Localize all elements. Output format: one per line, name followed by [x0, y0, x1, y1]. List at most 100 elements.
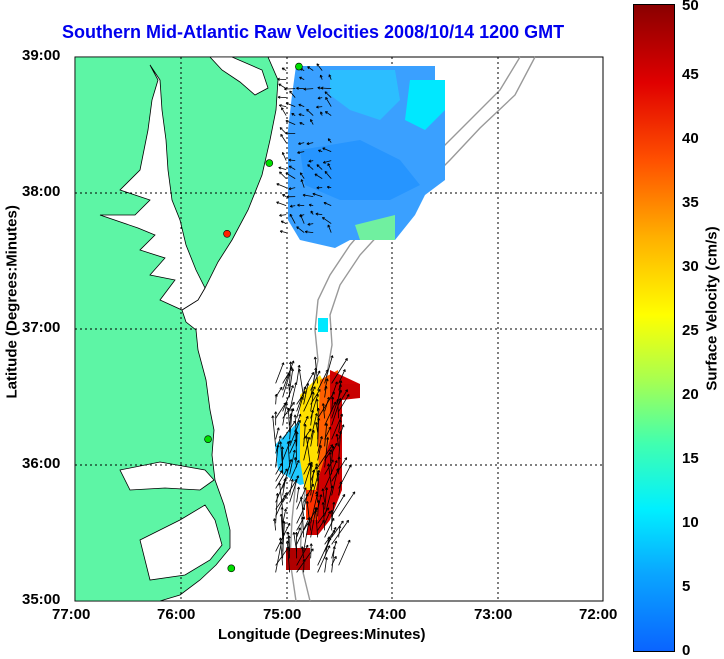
velocity-arrowhead	[332, 355, 334, 359]
velocity-arrow	[301, 546, 305, 559]
velocity-arrowhead	[278, 427, 280, 431]
velocity-arrow	[280, 220, 287, 224]
velocity-arrow	[321, 87, 332, 89]
colorbar-tick: 25	[682, 322, 699, 339]
velocity-arrow	[317, 537, 332, 566]
velocity-arrow	[275, 470, 283, 482]
colorbar-tick: 15	[682, 450, 699, 467]
velocity-arrowhead	[316, 63, 320, 66]
colorbar-tick: 50	[682, 0, 699, 14]
radar-stations	[204, 62, 303, 573]
velocity-arrow	[324, 91, 332, 98]
x-tick-label: 74:00	[368, 606, 407, 623]
velocity-arrow	[310, 413, 318, 440]
velocity-arrowhead	[279, 127, 283, 129]
velocity-arrow	[317, 369, 329, 391]
velocity-arrowhead	[289, 90, 293, 93]
velocity-arrowhead	[288, 383, 291, 387]
velocity-arrow	[290, 205, 296, 207]
velocity-arrow	[289, 413, 292, 426]
velocity-arrow	[285, 102, 296, 107]
velocity-arrowhead	[322, 488, 325, 491]
velocity-arrowhead	[285, 478, 287, 481]
velocity-arrowhead	[318, 500, 321, 503]
velocity-arrow	[317, 445, 322, 461]
velocity-arrow	[338, 481, 342, 496]
y-tick-label: 36:00	[22, 455, 61, 472]
velocity-arrow	[317, 507, 330, 524]
velocity-arrow	[307, 66, 314, 71]
velocity-arrowhead	[327, 224, 331, 227]
velocity-arrowhead	[288, 158, 292, 161]
velocity-arrowhead	[275, 411, 278, 415]
velocity-arrow	[282, 440, 291, 461]
velocity-arrowhead	[279, 482, 282, 486]
velocity-arrow	[286, 540, 291, 573]
velocity-arrowhead	[284, 521, 286, 524]
velocity-arrow	[331, 358, 348, 384]
velocity-arrowhead	[340, 384, 342, 387]
velocity-arrow	[316, 164, 323, 170]
velocity-arrowhead	[290, 361, 293, 365]
velocity-arrowhead	[280, 513, 283, 517]
velocity-arrowhead	[333, 502, 336, 505]
velocity-arrow	[280, 134, 287, 143]
x-tick-label: 72:00	[579, 606, 618, 623]
velocity-arrow	[303, 493, 308, 510]
velocity-arrowhead	[324, 91, 328, 93]
velocity-arrowhead	[328, 138, 331, 141]
velocity-arrow	[299, 76, 305, 80]
velocity-arrowhead	[320, 86, 324, 89]
velocity-arrowhead	[287, 531, 290, 535]
velocity-arrowhead	[295, 429, 298, 432]
albemarle-sound	[119, 461, 215, 491]
velocity-arrowhead	[280, 441, 283, 444]
velocity-arrowhead	[318, 417, 321, 421]
velocity-arrow	[282, 520, 284, 545]
velocity-arrowhead	[287, 407, 290, 411]
velocity-arrow	[289, 479, 293, 496]
velocity-arrowhead	[315, 212, 319, 215]
chesapeake-bay	[99, 64, 206, 311]
velocity-arrowhead	[294, 457, 298, 460]
velocity-arrowhead	[306, 501, 309, 504]
velocity-arrowhead	[286, 402, 288, 406]
velocity-arrow	[306, 501, 312, 531]
velocity-arrowhead	[276, 393, 278, 397]
velocity-arrow	[331, 389, 342, 419]
velocity-arrowhead	[296, 531, 299, 535]
velocity-arrow	[275, 362, 284, 384]
velocity-arrow	[331, 520, 349, 545]
y-tick-label: 37:00	[22, 319, 61, 336]
colorbar-tick: 35	[682, 194, 699, 211]
velocity-arrow	[331, 546, 335, 573]
velocity-arrowhead	[325, 385, 328, 389]
velocity-arrowhead	[284, 87, 287, 90]
velocity-arrow	[282, 478, 287, 496]
velocity-arrow	[282, 373, 291, 398]
y-tick-label: 39:00	[22, 47, 61, 64]
velocity-arrowhead	[305, 435, 309, 439]
velocity-arrow	[303, 386, 316, 412]
velocity-arrow	[310, 472, 319, 503]
velocity-arrow	[273, 518, 277, 531]
velocity-arrow	[275, 427, 280, 440]
velocity-arrow	[331, 494, 346, 517]
velocity-arrowhead	[274, 518, 277, 521]
velocity-arrowhead	[297, 203, 300, 206]
velocity-arrowhead	[307, 222, 311, 225]
velocity-arrow	[300, 496, 305, 517]
velocity-arrowhead	[307, 383, 310, 386]
velocity-arrowhead	[325, 96, 329, 99]
velocity-arrow	[303, 462, 311, 475]
velocity-arrow	[310, 392, 314, 412]
velocity-arrow	[316, 106, 323, 108]
velocity-arrowhead	[285, 131, 288, 134]
velocity-arrowhead	[304, 424, 307, 427]
velocity-arrow	[282, 152, 287, 161]
velocity-arrow	[275, 541, 282, 573]
bathymetry-contour	[289, 56, 521, 602]
velocity-arrowhead	[298, 142, 301, 145]
plot-title: Southern Mid-Atlantic Raw Velocities 200…	[62, 22, 565, 42]
velocity-arrow	[289, 214, 296, 224]
